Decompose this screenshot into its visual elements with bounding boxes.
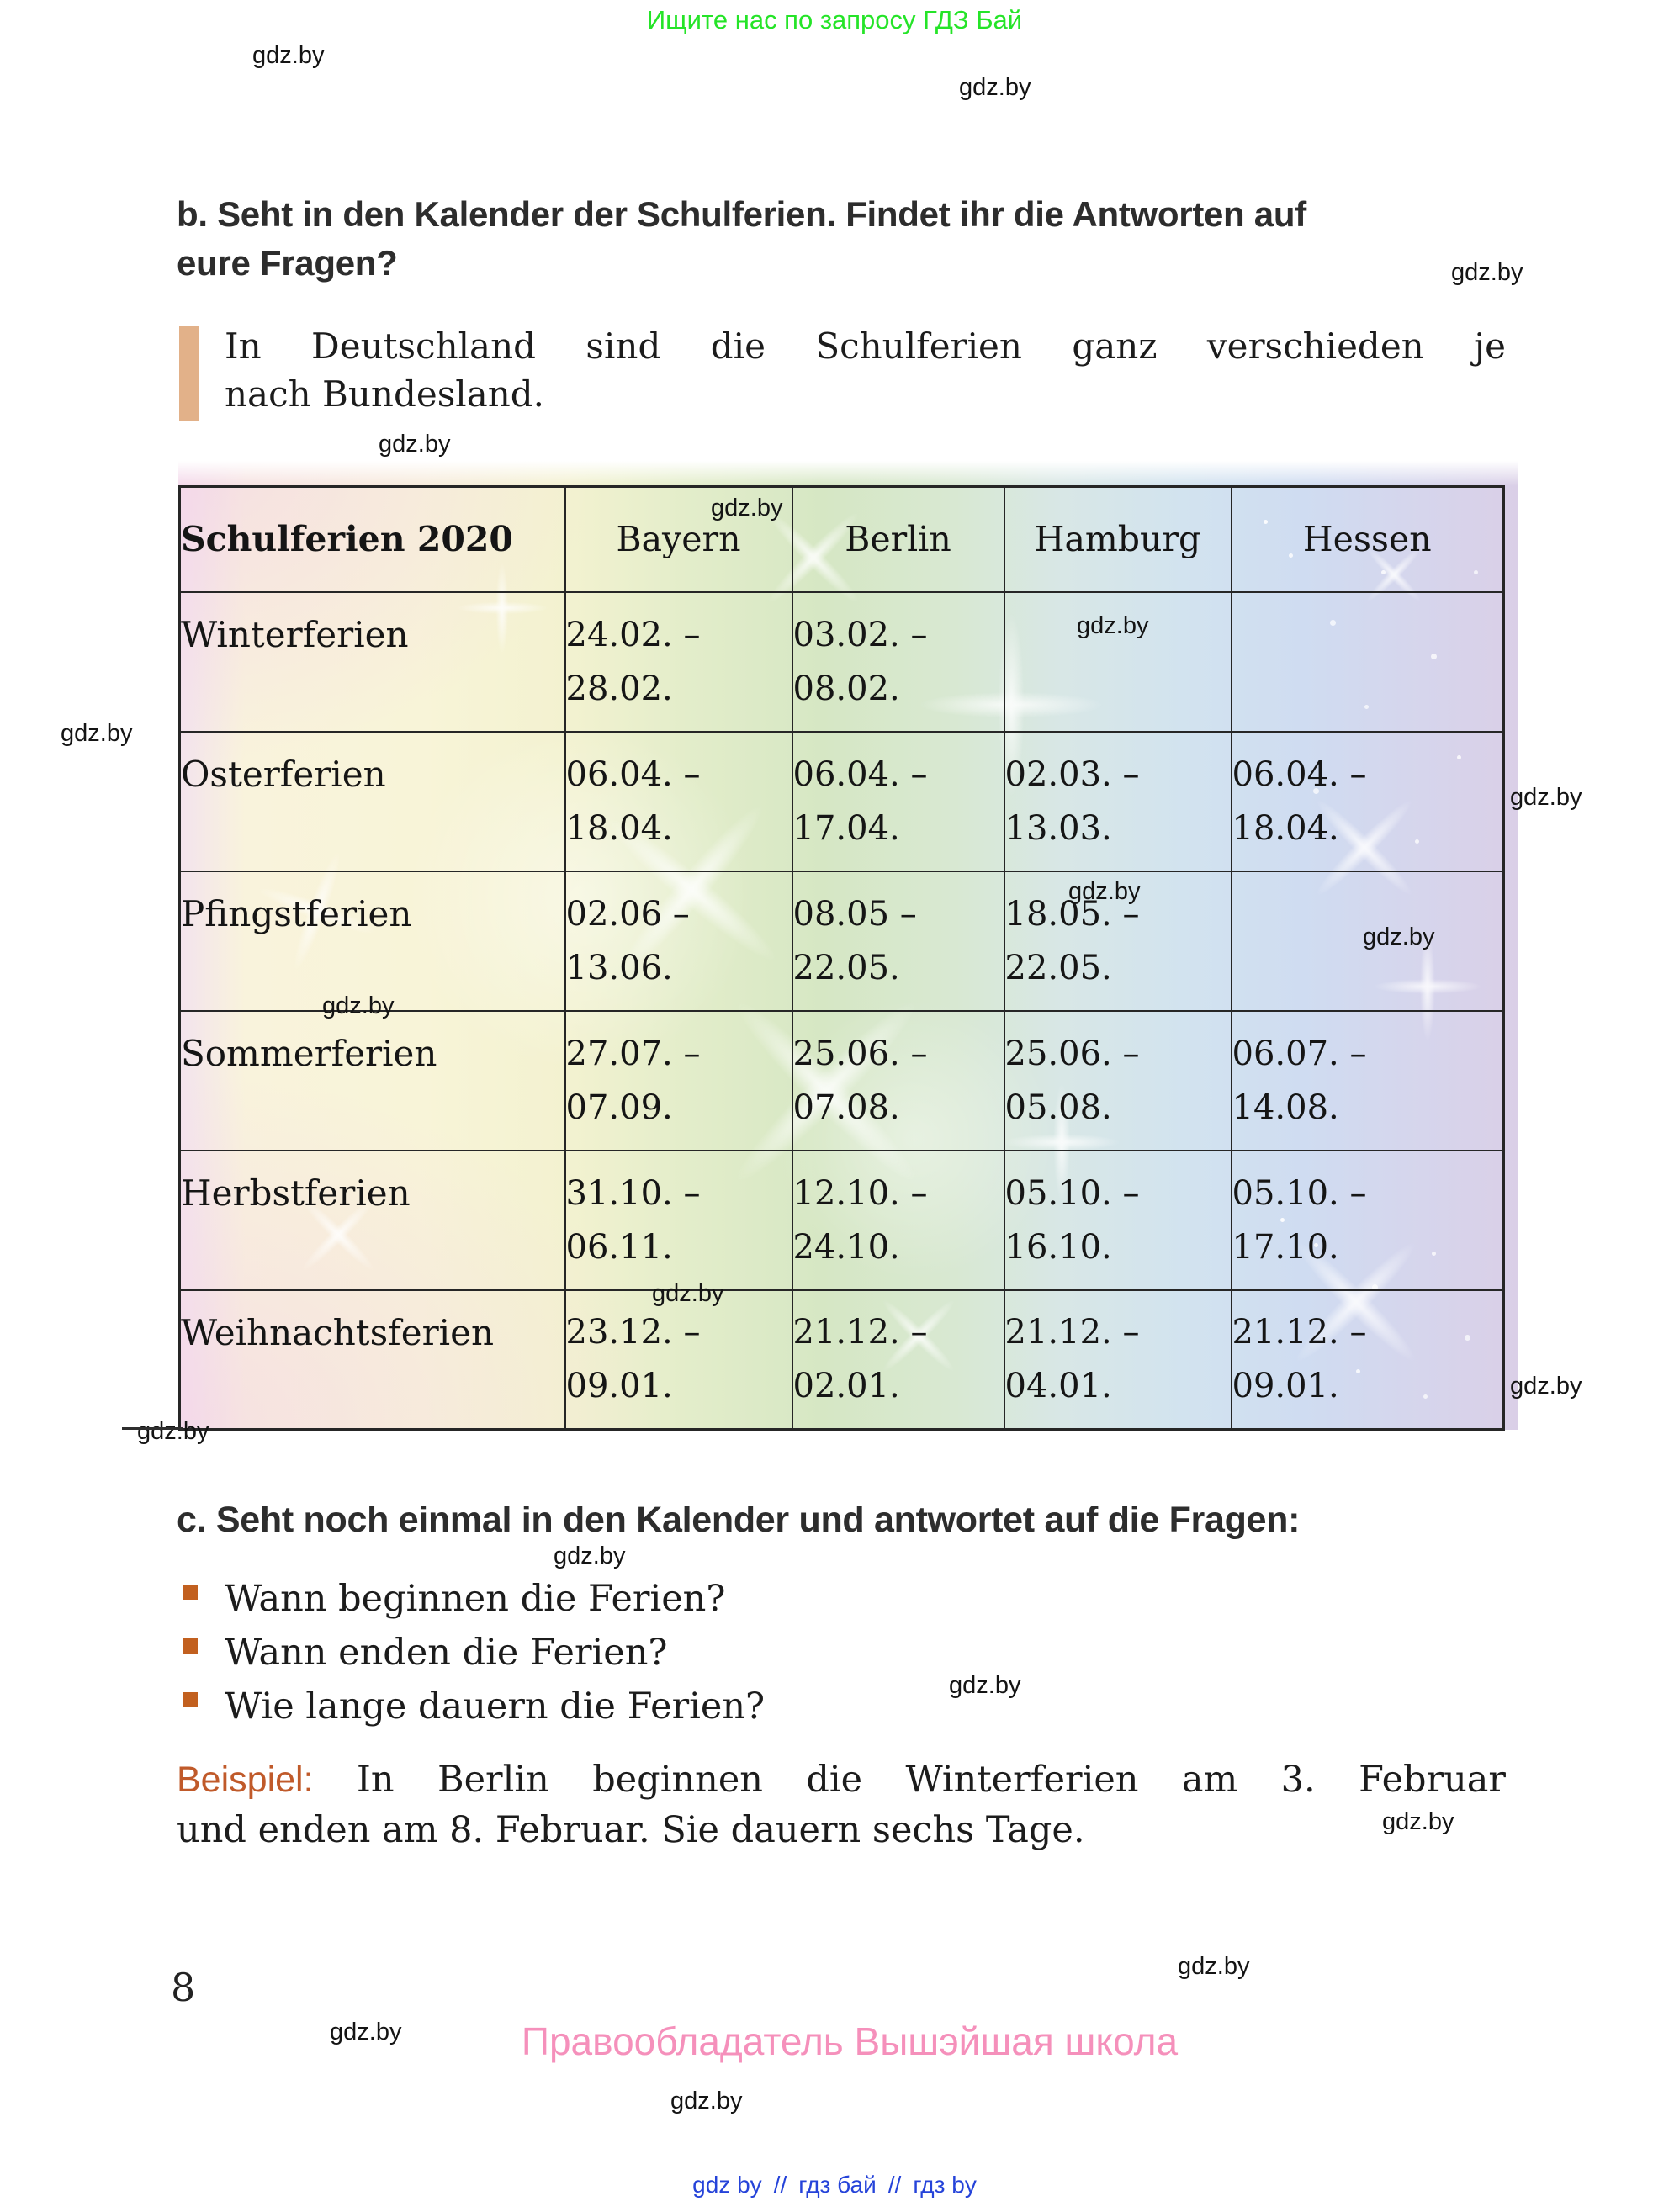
footer-link-gdz-bai[interactable]: гдз бай xyxy=(798,2172,877,2198)
watermark-gdz-by: gdz.by xyxy=(670,2088,743,2114)
table-cell: 06.04. – 17.04. xyxy=(791,730,1005,872)
question-list: Wann beginnen die Ferien? Wann enden die… xyxy=(183,1574,1360,1736)
table-row: Weihnachtsferien 23.12. – 09.01. 21.12. … xyxy=(178,1289,1505,1431)
watermark-gdz-by: gdz.by xyxy=(379,431,451,458)
school-holidays-table: Schulferien 2020 Bayern Berlin Hamburg H… xyxy=(178,485,1505,1431)
table-cell: 18.05. – 22.05. xyxy=(1003,870,1232,1012)
watermark-gdz-by: gdz.by xyxy=(1178,1953,1250,1980)
table-cell xyxy=(1230,870,1505,1012)
table-cell: 06.04. – 18.04. xyxy=(564,730,793,872)
task-b-heading-line2: eure Fragen? xyxy=(177,243,398,283)
watermark-gdz-by: gdz.by xyxy=(959,74,1031,101)
watermark-gdz-by: gdz.by xyxy=(1068,878,1141,905)
table-cell: 25.06. – 07.08. xyxy=(791,1009,1005,1151)
watermark-gdz-by: gdz.by xyxy=(711,495,783,521)
watermark-gdz-by: gdz.by xyxy=(252,42,325,69)
watermark-gdz-by: gdz.by xyxy=(1382,1808,1454,1835)
example-line2: und enden am 8. Februar. Sie dauern sech… xyxy=(177,1809,1085,1851)
watermark-gdz-by: gdz.by xyxy=(1510,1373,1582,1400)
table-row: Osterferien 06.04. – 18.04. 06.04. – 17.… xyxy=(178,730,1505,872)
example-label: Beispiel: xyxy=(177,1760,314,1800)
link-separator: // xyxy=(773,2172,787,2198)
question-text: Wann enden die Ferien? xyxy=(225,1632,668,1674)
task-b-heading-line1: b. Seht in den Kalender der Schulferien.… xyxy=(177,194,1306,234)
footer-links: gdz by // гдз бай // гдз by xyxy=(692,2172,977,2199)
watermark-gdz-by: gdz.by xyxy=(949,1672,1021,1699)
header-berlin: Berlin xyxy=(791,485,1005,593)
row-label: Osterferien xyxy=(181,754,386,795)
footer-link-gdz-by[interactable]: gdz by xyxy=(692,2172,762,2198)
table-header-row: Schulferien 2020 Bayern Berlin Hamburg H… xyxy=(178,485,1505,593)
question-text: Wann beginnen die Ferien? xyxy=(225,1578,726,1620)
table-cell: 21.12. – 02.01. xyxy=(791,1289,1005,1431)
table-cell: 05.10. – 17.10. xyxy=(1230,1149,1505,1291)
bullet-square-icon xyxy=(183,1585,198,1600)
header-hessen: Hessen xyxy=(1230,485,1505,593)
row-label: Winterferien xyxy=(181,614,409,655)
info-quote-line1: In Deutschland sind die Schulferien ganz… xyxy=(225,325,1506,367)
watermark-gdz-by: gdz.by xyxy=(652,1280,724,1307)
table-cell: 21.12. – 04.01. xyxy=(1003,1289,1232,1431)
watermark-gdz-by: gdz.by xyxy=(330,2019,402,2045)
scan-artifact-line xyxy=(122,1427,183,1430)
watermark-gdz-by: gdz.by xyxy=(322,992,395,1019)
link-separator: // xyxy=(887,2172,902,2198)
table-cell: 31.10. – 06.11. xyxy=(564,1149,793,1291)
bullet-square-icon xyxy=(183,1692,198,1707)
list-item: Wie lange dauern die Ferien? xyxy=(183,1682,1360,1736)
example-paragraph: Beispiel: In Berlin beginnen die Winterf… xyxy=(177,1754,1506,1855)
table-cell: 21.12. – 09.01. xyxy=(1230,1289,1505,1431)
table-cell: 25.06. – 05.08. xyxy=(1003,1009,1232,1151)
promo-banner-text: Ищите нас по запросу ГДЗ Бай xyxy=(646,5,1023,34)
table-cell: 27.07. – 07.09. xyxy=(564,1009,793,1151)
example-line1-text: In Berlin beginnen die Winterferien am 3… xyxy=(313,1759,1506,1801)
list-item: Wann enden die Ferien? xyxy=(183,1628,1360,1682)
row-label: Herbstferien xyxy=(181,1172,411,1214)
bullet-square-icon xyxy=(183,1638,198,1654)
footer-link-gdz-by-2[interactable]: гдз by xyxy=(913,2172,977,2198)
table-cell: 24.02. – 28.02. xyxy=(564,590,793,733)
task-c-heading: c. Seht noch einmal in den Kalender und … xyxy=(177,1500,1301,1540)
example-line1: Beispiel: In Berlin beginnen die Winterf… xyxy=(177,1754,1506,1805)
watermark-gdz-by: gdz.by xyxy=(1077,612,1149,639)
info-quote: In Deutschland sind die Schulferien ganz… xyxy=(225,322,1506,418)
table-row: Pfingstferien 02.06 – 13.06. 08.05 – 22.… xyxy=(178,870,1505,1012)
task-b-heading: b. Seht in den Kalender der Schulferien.… xyxy=(177,190,1506,288)
header-hamburg: Hamburg xyxy=(1003,485,1232,593)
quote-accent-bar xyxy=(179,326,199,421)
table-cell: 02.06 – 13.06. xyxy=(564,870,793,1012)
watermark-gdz-by: gdz.by xyxy=(1363,923,1435,950)
header-schulferien-2020: Schulferien 2020 xyxy=(178,485,566,593)
copyright-notice: Правообладатель Вышэйшая школа xyxy=(521,2019,1179,2063)
table-cell: 05.10. – 16.10. xyxy=(1003,1149,1232,1291)
table-cell: 06.04. – 18.04. xyxy=(1230,730,1505,872)
watermark-gdz-by: gdz.by xyxy=(1451,259,1523,286)
row-label: Sommerferien xyxy=(181,1033,437,1074)
table-cell: 12.10. – 24.10. xyxy=(791,1149,1005,1291)
table-row: Winterferien 24.02. – 28.02. 03.02. – 08… xyxy=(178,590,1505,733)
watermark-gdz-by: gdz.by xyxy=(137,1418,209,1445)
row-label: Pfingstferien xyxy=(181,893,412,934)
table-cell: 03.02. – 08.02. xyxy=(791,590,1005,733)
row-label: Weihnachtsferien xyxy=(181,1311,494,1353)
watermark-gdz-by: gdz.by xyxy=(1510,784,1582,811)
question-text: Wie lange dauern die Ferien? xyxy=(225,1685,766,1728)
header-bayern: Bayern xyxy=(564,485,793,593)
table-cell: 02.03. – 13.03. xyxy=(1003,730,1232,872)
table-cell xyxy=(1230,590,1505,733)
watermark-gdz-by: gdz.by xyxy=(554,1543,626,1569)
page-number: 8 xyxy=(171,1965,196,2010)
table-row: Sommerferien 27.07. – 07.09. 25.06. – 07… xyxy=(178,1009,1505,1151)
table-cell: 08.05 – 22.05. xyxy=(791,870,1005,1012)
table-cell xyxy=(1003,590,1232,733)
table-cell: 23.12. – 09.01. xyxy=(564,1289,793,1431)
watermark-gdz-by: gdz.by xyxy=(61,720,133,747)
info-quote-line2: nach Bundesland. xyxy=(225,373,545,415)
list-item: Wann beginnen die Ferien? xyxy=(183,1574,1360,1628)
table-row: Herbstferien 31.10. – 06.11. 12.10. – 24… xyxy=(178,1149,1505,1291)
table-cell: 06.07. – 14.08. xyxy=(1230,1009,1505,1151)
